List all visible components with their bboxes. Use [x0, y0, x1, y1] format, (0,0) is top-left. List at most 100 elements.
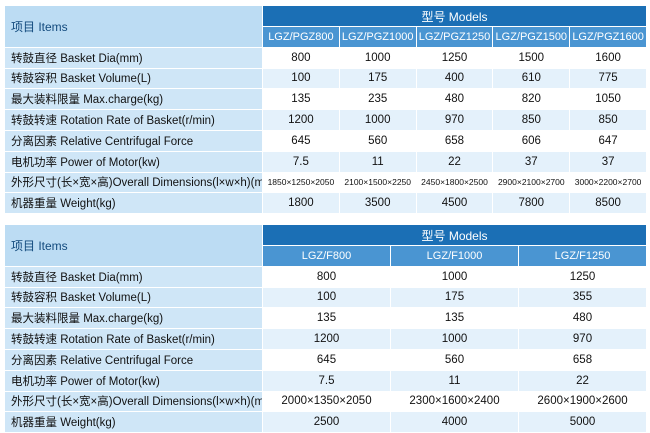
cell-value: 800: [262, 46, 340, 69]
cell-value: 7800: [492, 192, 571, 215]
row-label: 机器重量 Weight(kg): [4, 411, 263, 433]
cell-value: 7.5: [262, 369, 391, 392]
cell-value: 480: [415, 88, 494, 111]
data-row: 外形尺寸(长×宽×高)Overall Dimensions(l×w×h)(mm)…: [4, 390, 647, 413]
row-label: 机器重量 Weight(kg): [4, 192, 263, 215]
cell-value: 3000×2200×2700: [569, 171, 647, 194]
header-row: 项目 Items 型号 Models: [4, 224, 647, 267]
model-name: LGZ/PGZ1250: [415, 26, 494, 48]
model-name: LGZ/PGZ1600: [569, 26, 647, 48]
cell-value: 645: [262, 129, 340, 152]
data-row: 转鼓直径 Basket Dia(mm) 800 1000 1250: [4, 265, 647, 288]
cell-value: 135: [390, 307, 519, 330]
models-header: 型号 Models: [262, 5, 647, 27]
row-label: 电机功率 Power of Motor(kw): [4, 150, 263, 173]
cell-value: 2500: [262, 411, 391, 433]
cell-value: 1600: [569, 46, 647, 69]
cell-value: 4000: [390, 411, 519, 433]
model-name: LGZ/PGZ1500: [492, 26, 571, 48]
cell-value: 2300×1600×2400: [390, 390, 519, 413]
cell-value: 850: [492, 109, 571, 131]
data-row: 分离因素 Relative Centrifugal Force 645 560 658…: [4, 129, 647, 152]
row-label: 转鼓直径 Basket Dia(mm): [4, 265, 263, 288]
row-label: 分离因素 Relative Centrifugal Force: [4, 348, 263, 371]
cell-value: 850: [569, 109, 647, 131]
cell-value: 560: [390, 348, 519, 371]
data-row: 转鼓转速 Rotation Rate of Basket(r/min) 1200 1…: [4, 109, 647, 131]
cell-value: 610: [492, 67, 571, 90]
cell-value: 1200: [262, 109, 340, 131]
cell-value: 970: [415, 109, 494, 131]
data-row: 电机功率 Power of Motor(kw) 7.5 11 22 37 37: [4, 150, 647, 173]
cell-value: 1250: [518, 265, 647, 288]
cell-value: 22: [415, 150, 494, 173]
row-label: 转鼓转速 Rotation Rate of Basket(r/min): [4, 328, 263, 350]
cell-value: 1200: [262, 328, 391, 350]
cell-value: 2100×1500×2250: [338, 171, 417, 194]
cell-value: 1250: [415, 46, 494, 69]
cell-value: 37: [569, 150, 647, 173]
cell-value: 645: [262, 348, 391, 371]
row-label: 最大装料限量 Max.charge(kg): [4, 88, 263, 111]
cell-value: 5000: [518, 411, 647, 433]
row-label: 分离因素 Relative Centrifugal Force: [4, 129, 263, 152]
model-row: LGZ/PGZ800 LGZ/PGZ1000 LGZ/PGZ1250 LGZ/PGZ1…: [5, 26, 647, 48]
cell-value: 7.5: [262, 150, 340, 173]
row-label: 最大装料限量 Max.charge(kg): [4, 307, 263, 330]
row-label: 转鼓容积 Basket Volume(L): [4, 286, 263, 309]
data-row: 转鼓转速 Rotation Rate of Basket(r/min) 1200 1…: [4, 328, 647, 350]
model-name: LGZ/PGZ800: [262, 26, 340, 48]
cell-value: 480: [518, 307, 647, 330]
cell-value: 820: [492, 88, 571, 111]
cell-value: 1000: [390, 328, 519, 350]
model-name: LGZ/F800: [262, 245, 391, 267]
row-label: 外形尺寸(长×宽×高)Overall Dimensions(l×w×h)(mm): [4, 390, 263, 413]
cell-value: 4500: [415, 192, 494, 215]
data-row: 外形尺寸(长×宽×高)Overall Dimensions(l×w×h)(mm)…: [4, 171, 647, 194]
data-row: 最大装料限量 Max.charge(kg) 135 235 480 820 1050: [4, 88, 647, 111]
cell-value: 3500: [338, 192, 417, 215]
cell-value: 235: [338, 88, 417, 111]
row-label: 电机功率 Power of Motor(kw): [4, 369, 263, 392]
cell-value: 2900×2100×2700: [492, 171, 571, 194]
data-row: 分离因素 Relative Centrifugal Force 645 560 658: [4, 348, 647, 371]
header-row: 项目 Items 型号 Models: [4, 5, 647, 48]
data-row: 机器重量 Weight(kg) 1800 3500 4500 7800 8500: [4, 192, 647, 215]
cell-value: 135: [262, 307, 391, 330]
cell-value: 658: [518, 348, 647, 371]
cell-value: 1050: [569, 88, 647, 111]
row-label: 转鼓直径 Basket Dia(mm): [4, 46, 263, 69]
data-row: 机器重量 Weight(kg) 2500 4000 5000: [4, 411, 647, 433]
model-name: LGZ/F1000: [390, 245, 519, 267]
cell-value: 175: [390, 286, 519, 309]
data-row: 转鼓直径 Basket Dia(mm) 800 1000 1250 1500 1600: [4, 46, 647, 69]
row-label: 转鼓容积 Basket Volume(L): [4, 67, 263, 90]
items-header: 项目 Items: [4, 5, 263, 48]
cell-value: 355: [518, 286, 647, 309]
spec-table: 项目 Items 型号 Models LGZ/PGZ800 LGZ/PGZ1000 LG…: [4, 5, 647, 215]
cell-value: 37: [492, 150, 571, 173]
cell-value: 1000: [390, 265, 519, 288]
model-row: LGZ/F800 LGZ/F1000 LGZ/F1250: [5, 245, 647, 267]
cell-value: 2600×1900×2600: [518, 390, 647, 413]
cell-value: 135: [262, 88, 340, 111]
model-name: LGZ/PGZ1000: [338, 26, 417, 48]
cell-value: 11: [390, 369, 519, 392]
cell-value: 647: [569, 129, 647, 152]
models-header: 型号 Models: [262, 224, 647, 246]
spec-table: 项目 Items 型号 Models LGZ/F800 LGZ/F1000 LGZ/F1…: [4, 224, 647, 433]
data-row: 转鼓容积 Basket Volume(L) 100 175 355: [4, 286, 647, 309]
row-label: 外形尺寸(长×宽×高)Overall Dimensions(l×w×h)(mm): [4, 171, 263, 194]
cell-value: 2450×1800×2500: [415, 171, 494, 194]
cell-value: 100: [262, 286, 391, 309]
cell-value: 970: [518, 328, 647, 350]
cell-value: 1000: [338, 109, 417, 131]
cell-value: 658: [415, 129, 494, 152]
cell-value: 606: [492, 129, 571, 152]
cell-value: 560: [338, 129, 417, 152]
cell-value: 8500: [569, 192, 647, 215]
cell-value: 775: [569, 67, 647, 90]
data-row: 电机功率 Power of Motor(kw) 7.5 11 22: [4, 369, 647, 392]
cell-value: 1850×1250×2050: [262, 171, 340, 194]
